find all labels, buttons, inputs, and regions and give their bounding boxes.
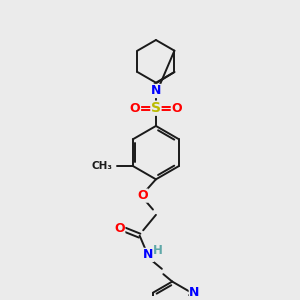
Text: N: N bbox=[143, 248, 154, 261]
Text: O: O bbox=[130, 102, 140, 115]
Text: O: O bbox=[171, 102, 182, 115]
Text: N: N bbox=[189, 286, 200, 299]
Text: N: N bbox=[151, 85, 161, 98]
Text: O: O bbox=[114, 222, 125, 235]
Text: H: H bbox=[152, 244, 162, 257]
Text: CH₃: CH₃ bbox=[91, 161, 112, 171]
Text: S: S bbox=[151, 101, 161, 115]
Text: O: O bbox=[137, 189, 148, 202]
